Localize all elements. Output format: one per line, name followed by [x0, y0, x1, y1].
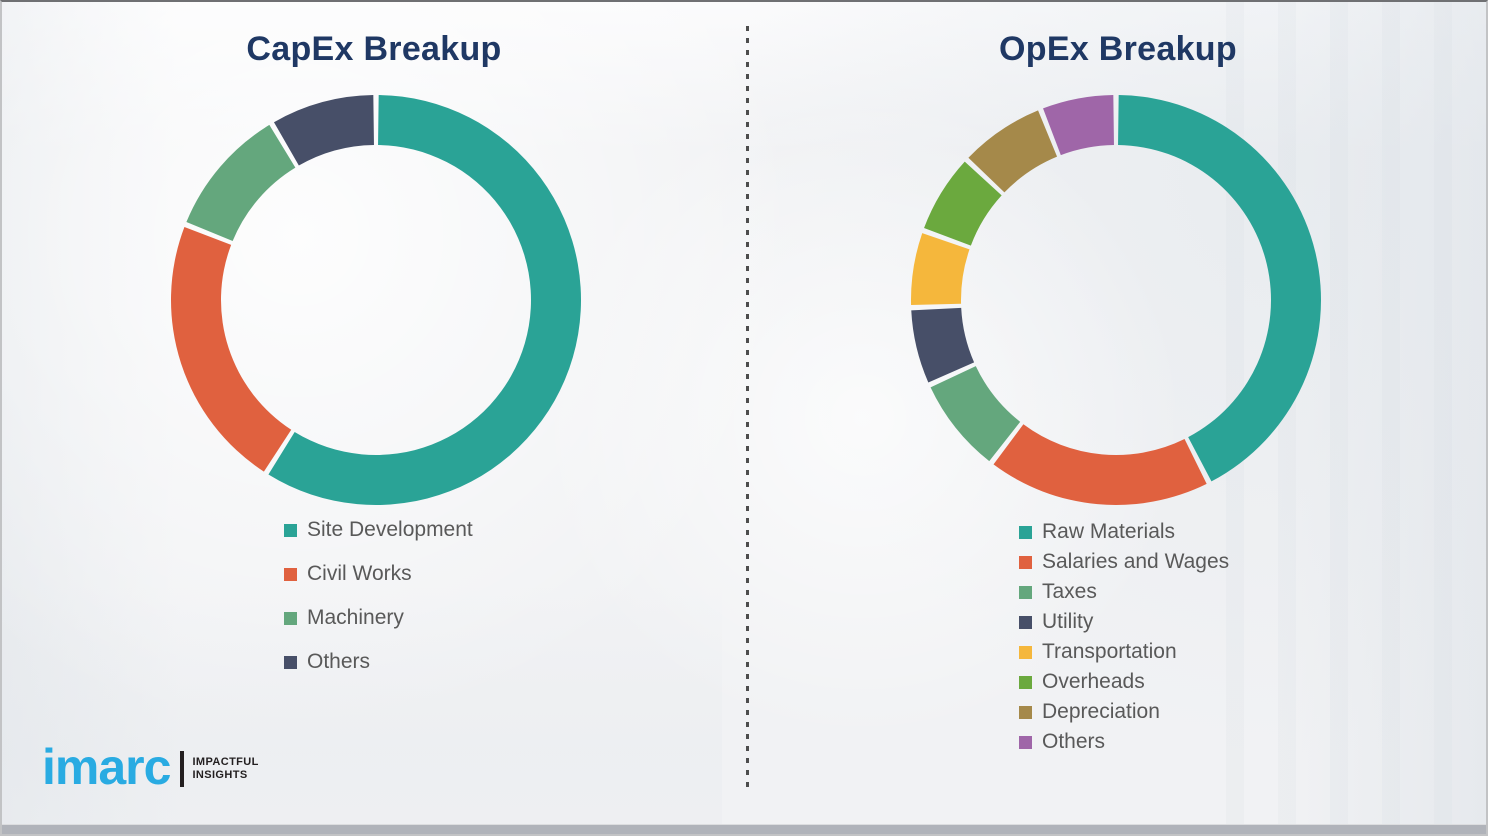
- legend-swatch-taxes: [1019, 585, 1032, 599]
- legend-label: Transportation: [1042, 640, 1177, 663]
- legend-swatch-others: [1019, 735, 1032, 749]
- legend-item-utility: Utility: [1019, 607, 1229, 637]
- opex-donut-chart: [910, 95, 1321, 506]
- imarc-logo-tagline: IMPACTFUL INSIGHTS: [192, 756, 258, 782]
- legend-label: Machinery: [307, 606, 404, 629]
- legend-swatch-site-development: [284, 523, 297, 537]
- opex-legend: Raw Materials Salaries and Wages Taxes Util…: [1019, 517, 1229, 757]
- legend-swatch-overheads: [1019, 675, 1032, 689]
- legend-label: Depreciation: [1042, 700, 1160, 723]
- imarc-tagline-line2: INSIGHTS: [192, 769, 248, 781]
- opex-chart-title: OpEx Breakup: [999, 30, 1237, 68]
- legend-swatch-others: [284, 655, 297, 669]
- legend-label: Others: [1042, 730, 1106, 753]
- capex-segment-machinery: [186, 124, 296, 242]
- legend-item-overheads: Overheads: [1019, 667, 1229, 697]
- capex-donut-chart: [170, 95, 582, 506]
- legend-item-depreciation: Depreciation: [1019, 697, 1229, 727]
- legend-label: Overheads: [1042, 670, 1145, 693]
- legend-swatch-raw-materials: [1019, 525, 1032, 539]
- opex-segment-salaries-and-wages: [993, 424, 1207, 506]
- legend-label: Raw Materials: [1042, 520, 1176, 543]
- legend-label: Civil Works: [307, 562, 412, 585]
- capex-segment-others: [273, 95, 374, 166]
- imarc-logo: imarc IMPACTFUL INSIGHTS: [42, 740, 259, 792]
- opex-segment-depreciation: [968, 110, 1058, 193]
- bottom-separator-line: [2, 824, 1486, 825]
- imarc-logo-wordmark: imarc: [42, 739, 171, 795]
- legend-swatch-depreciation: [1019, 705, 1032, 719]
- capex-chart-title: CapEx Breakup: [246, 30, 502, 68]
- dashed-divider: [746, 26, 749, 792]
- opex-segment-overheads: [924, 161, 1002, 246]
- legend-item-civil-works: Civil Works: [284, 552, 473, 596]
- legend-label: Salaries and Wages: [1042, 550, 1230, 573]
- capex-segment-civil-works: [170, 227, 292, 472]
- legend-item-salaries-and-wages: Salaries and Wages: [1019, 547, 1229, 577]
- legend-item-machinery: Machinery: [284, 596, 473, 640]
- legend-swatch-salaries-and-wages: [1019, 555, 1032, 569]
- legend-label: Others: [307, 650, 371, 673]
- legend-item-site-development: Site Development: [284, 508, 473, 552]
- legend-label: Taxes: [1042, 580, 1097, 603]
- legend-item-others: Others: [284, 640, 473, 684]
- legend-swatch-transportation: [1019, 645, 1032, 659]
- imarc-tagline-line1: IMPACTFUL: [192, 756, 259, 768]
- bottom-border-band: [2, 825, 1486, 834]
- legend-label: Site Development: [307, 518, 473, 541]
- legend-label: Utility: [1042, 610, 1094, 633]
- legend-item-others: Others: [1019, 727, 1229, 757]
- legend-swatch-machinery: [284, 611, 297, 625]
- capex-legend: Site Development Civil Works Machinery Othe…: [284, 508, 473, 684]
- legend-swatch-civil-works: [284, 567, 297, 581]
- legend-item-transportation: Transportation: [1019, 637, 1229, 667]
- opex-segment-transportation: [910, 233, 970, 306]
- opex-segment-taxes: [930, 366, 1021, 462]
- opex-segment-raw-materials: [1118, 95, 1321, 482]
- capex-segment-site-development: [268, 95, 582, 506]
- opex-segment-others: [1043, 95, 1114, 156]
- legend-item-taxes: Taxes: [1019, 577, 1229, 607]
- opex-segment-utility: [911, 307, 975, 383]
- legend-item-raw-materials: Raw Materials: [1019, 517, 1229, 547]
- imarc-logo-divider-bar: [180, 751, 185, 787]
- legend-swatch-utility: [1019, 615, 1032, 629]
